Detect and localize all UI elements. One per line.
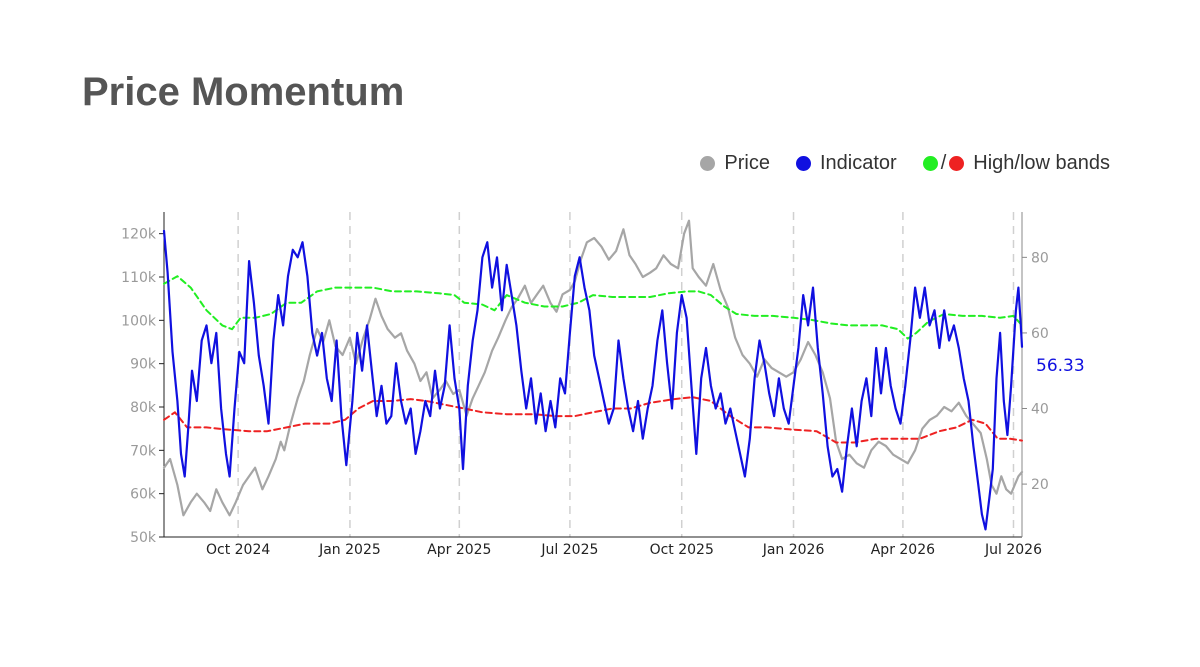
left-tick-label: 60k <box>130 487 157 503</box>
low-band-line <box>163 396 1023 444</box>
left-tick-label: 70k <box>130 443 157 459</box>
x-tick-label: Jan 2026 <box>762 542 825 558</box>
high-band-line <box>163 275 1023 340</box>
legend-price-label: Price <box>724 152 770 174</box>
x-tick-label: Jan 2025 <box>318 542 381 558</box>
left-tick-label: 110k <box>121 270 157 286</box>
high-band-legend-dot-icon <box>922 156 938 171</box>
legend-item-indicator[interactable]: Indicator <box>795 152 897 175</box>
right-tick-label: 80 <box>1031 250 1049 266</box>
right-tick-label: 60 <box>1031 326 1049 342</box>
legend-bands-separator: / <box>940 152 947 174</box>
chart-title: Price Momentum <box>82 70 405 114</box>
price-legend-dot-icon <box>700 156 716 171</box>
x-tick-label: Oct 2025 <box>650 542 714 558</box>
low-band-legend-dot-icon <box>949 156 965 171</box>
left-tick-label: 120k <box>121 227 157 243</box>
indicator-last-value-label: 56.33 <box>1036 356 1085 376</box>
indicator-legend-dot-icon <box>795 156 811 171</box>
x-tick-label: Oct 2024 <box>206 542 270 558</box>
chart-series <box>162 219 1024 531</box>
chart-labels: Oct 2024 Jan 2025 Apr 2025 Jul 2025 Oct 2025… <box>121 227 1085 558</box>
left-tick-label: 90k <box>130 357 157 373</box>
x-tick-label: Jul 2026 <box>984 542 1042 558</box>
grid-lines <box>237 212 1015 537</box>
legend-item-bands[interactable]: / High/low bands <box>922 152 1110 175</box>
right-tick-label: 40 <box>1031 402 1049 418</box>
price-line <box>162 219 1024 517</box>
legend-bands-label: High/low bands <box>973 152 1110 174</box>
x-tick-label: Apr 2025 <box>427 542 491 558</box>
left-tick-label: 100k <box>121 313 157 329</box>
left-tick-label: 50k <box>130 530 157 546</box>
x-tick-label: Jul 2025 <box>540 542 598 558</box>
legend-indicator-label: Indicator <box>819 152 897 174</box>
left-tick-label: 80k <box>130 400 157 416</box>
chart-legend: Price Indicator / High/low bands <box>674 152 1110 175</box>
right-tick-label: 20 <box>1031 477 1049 493</box>
chart-axes <box>159 212 1027 538</box>
x-tick-label: Apr 2026 <box>871 542 935 558</box>
indicator-line <box>162 229 1024 531</box>
legend-item-price[interactable]: Price <box>700 152 770 175</box>
